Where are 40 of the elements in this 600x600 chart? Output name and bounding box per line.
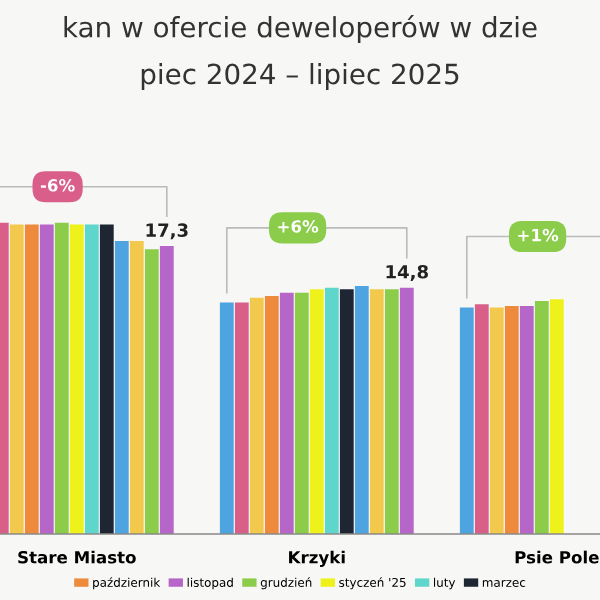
bar xyxy=(99,224,114,534)
chart-title: kan w ofercie deweloperów w dzie xyxy=(64,15,537,43)
bar xyxy=(519,305,534,534)
bar xyxy=(489,307,504,534)
bar xyxy=(249,297,264,534)
bar xyxy=(504,305,519,534)
x-tick-label: Psie Pole xyxy=(515,550,599,564)
bar xyxy=(324,287,339,534)
x-tick-label: Stare Miasto xyxy=(18,550,136,564)
bar xyxy=(369,289,384,534)
annotation: +6% xyxy=(278,220,319,233)
bar xyxy=(549,299,564,534)
bar xyxy=(399,287,414,534)
bar xyxy=(459,307,474,534)
bar xyxy=(294,292,309,534)
bar xyxy=(264,295,279,534)
chart-subtitle: piec 2024 – lipiec 2025 xyxy=(141,63,459,90)
bar xyxy=(84,224,99,534)
bar xyxy=(534,300,549,534)
bar xyxy=(69,224,84,534)
bar xyxy=(114,241,129,534)
bar xyxy=(219,302,234,534)
bar xyxy=(339,289,354,534)
bar xyxy=(159,246,174,534)
bar xyxy=(24,224,39,534)
bar xyxy=(144,249,159,534)
annotation: +1% xyxy=(518,228,559,242)
data-label: 14,8 xyxy=(386,264,428,281)
bar xyxy=(384,289,399,534)
x-tick-label: Krzyki xyxy=(289,550,345,567)
bar xyxy=(354,285,369,534)
text: -6% xyxy=(40,179,75,192)
bar xyxy=(234,302,249,534)
bar xyxy=(54,222,69,534)
bar xyxy=(474,304,489,534)
bar xyxy=(309,289,324,534)
bar xyxy=(129,241,144,534)
data-label: 17,3 xyxy=(146,223,188,240)
bar xyxy=(39,224,54,534)
bar xyxy=(279,292,294,534)
